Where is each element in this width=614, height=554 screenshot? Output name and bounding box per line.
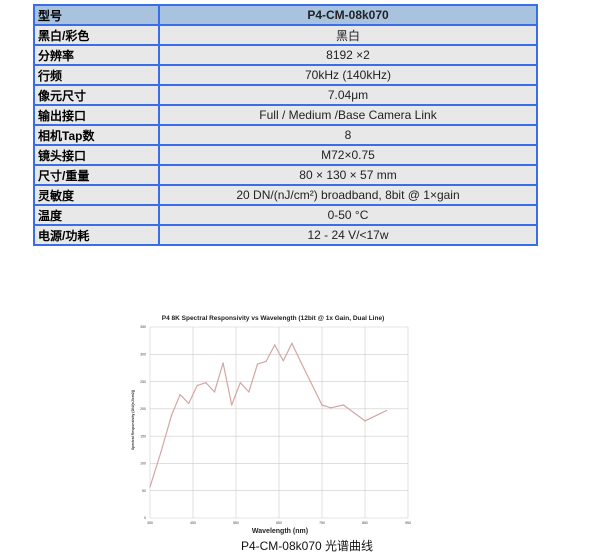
spec-value: 8 <box>158 124 538 146</box>
spec-row: 灵敏度 20 DN/(nJ/cm²) broadband, 8bit @ 1×ga… <box>33 184 538 206</box>
spec-row: 相机Tap数 8 <box>33 124 538 146</box>
data-point <box>274 344 276 346</box>
x-tick-label: 450 <box>190 521 196 525</box>
x-axis-label: Wavelength (nm) <box>252 528 308 535</box>
spec-value: 黑白 <box>158 24 538 46</box>
spec-label: 像元尺寸 <box>33 84 160 106</box>
y-tick-label: 100 <box>140 462 146 466</box>
data-point <box>231 404 233 406</box>
x-tick-label: 350 <box>147 521 153 525</box>
chart-caption: P4-CM-08k070 光谱曲线 <box>240 539 374 553</box>
spec-label: 输出接口 <box>33 104 160 126</box>
y-axis-label: Spectral Responsivity (DN/(nJ/cm2)) <box>131 390 135 450</box>
spec-value: P4-CM-08k070 <box>158 4 538 26</box>
data-point <box>170 414 173 417</box>
data-point <box>299 360 302 363</box>
spec-label: 相机Tap数 <box>33 124 160 146</box>
data-point <box>179 393 181 396</box>
spec-row: 尺寸/重量 80 × 130 × 57 mm <box>33 164 538 186</box>
spec-label: 黑白/彩色 <box>33 24 160 46</box>
x-tick-label: 750 <box>319 521 325 525</box>
spec-label: 型号 <box>33 4 160 26</box>
spec-label: 电源/功耗 <box>33 224 160 246</box>
y-tick-label: 0 <box>144 516 146 520</box>
data-point <box>291 342 293 345</box>
spec-value: 7.04μm <box>158 84 538 106</box>
spec-value: Full / Medium /Base Camera Link <box>158 104 538 126</box>
data-point <box>364 420 366 422</box>
spec-value: 8192 ×2 <box>158 44 538 66</box>
spec-row: 镜头接口 M72×0.75 <box>33 144 538 166</box>
spec-row: 型号 P4-CM-08k070 <box>33 4 538 26</box>
spec-label: 灵敏度 <box>33 184 160 206</box>
data-point <box>329 407 332 409</box>
y-tick-label: 300 <box>140 352 146 356</box>
spec-label: 分辨率 <box>33 44 160 66</box>
data-point <box>239 381 241 384</box>
series-line <box>149 342 387 488</box>
spec-value: 0-50 °C <box>158 204 538 226</box>
spec-value: 80 × 130 × 57 mm <box>158 164 538 186</box>
x-tick-label: 850 <box>362 521 368 525</box>
spec-row: 像元尺寸 7.04μm <box>33 84 538 106</box>
spec-row: 输出接口 Full / Medium /Base Camera Link <box>33 104 538 126</box>
data-point <box>385 409 388 412</box>
x-tick-label: 650 <box>276 521 282 525</box>
x-tick-label: 550 <box>233 521 239 525</box>
y-tick-label: 50 <box>142 489 146 493</box>
data-point <box>342 404 345 406</box>
spec-label: 行频 <box>33 64 160 86</box>
data-point <box>321 404 323 406</box>
data-point <box>196 384 198 387</box>
x-tick-label: 950 <box>405 521 411 525</box>
spec-value: 70kHz (140kHz) <box>158 64 538 86</box>
data-point <box>213 391 216 393</box>
data-point <box>222 362 224 364</box>
spec-value: 12 - 24 V/<17w <box>158 224 538 246</box>
data-point <box>282 360 284 362</box>
data-point <box>248 391 250 393</box>
y-tick-label: 350 <box>140 325 146 329</box>
data-point <box>149 486 151 488</box>
y-tick-label: 250 <box>140 380 146 384</box>
data-point <box>256 363 259 365</box>
spec-label: 温度 <box>33 204 160 226</box>
spectral-chart: P4 8K Spectral Responsivity vs Wavelengt… <box>131 315 411 535</box>
data-point <box>188 402 190 405</box>
y-tick-label: 200 <box>140 407 146 411</box>
chart-title: P4 8K Spectral Responsivity vs Wavelengt… <box>162 315 384 322</box>
spec-row: 温度 0-50 °C <box>33 204 538 226</box>
spec-row: 电源/功耗 12 - 24 V/<17w <box>33 224 538 246</box>
spec-row: 黑白/彩色 黑白 <box>33 24 538 46</box>
spec-value: 20 DN/(nJ/cm²) broadband, 8bit @ 1×gain <box>158 184 538 206</box>
spec-label: 镜头接口 <box>33 144 160 166</box>
spec-label: 尺寸/重量 <box>33 164 160 186</box>
spec-row: 行频 70kHz (140kHz) <box>33 64 538 86</box>
spec-row: 分辨率 8192 ×2 <box>33 44 538 66</box>
data-point <box>265 360 267 363</box>
data-point <box>160 451 162 454</box>
y-tick-label: 150 <box>140 434 146 438</box>
spec-table: 型号 P4-CM-08k070 黑白/彩色 黑白 分辨率 8192 ×2 行频 70kHz (… <box>33 4 538 246</box>
data-point <box>205 381 207 384</box>
spec-value: M72×0.75 <box>158 144 538 166</box>
